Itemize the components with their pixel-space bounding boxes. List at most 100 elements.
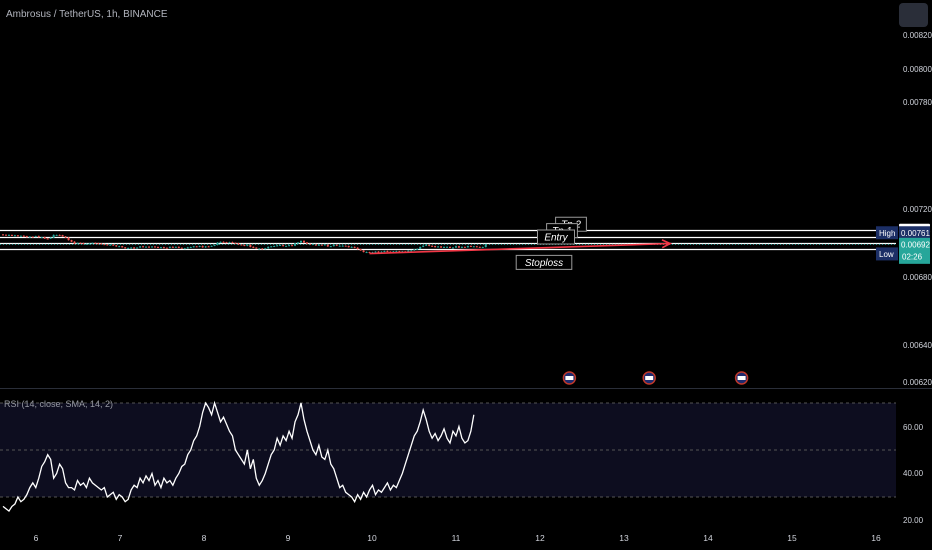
time-tick-label: 8 bbox=[202, 533, 207, 543]
candle bbox=[320, 244, 323, 246]
candle bbox=[153, 246, 156, 248]
candle bbox=[52, 234, 55, 238]
candle bbox=[121, 246, 124, 248]
candle bbox=[437, 246, 440, 248]
candle bbox=[127, 248, 130, 250]
high-tag bbox=[876, 226, 898, 240]
candle bbox=[61, 235, 64, 237]
candle bbox=[285, 245, 288, 247]
candle bbox=[76, 242, 79, 244]
candle bbox=[25, 236, 28, 238]
candle bbox=[291, 245, 294, 247]
rsi-line bbox=[2, 400, 475, 513]
candle bbox=[478, 246, 481, 248]
rsi-indicator-title[interactable]: RSI (14, close, SMA, 14, 2) bbox=[4, 399, 114, 409]
candle bbox=[374, 251, 377, 253]
candle bbox=[341, 245, 344, 247]
event-marker-flag bbox=[645, 376, 654, 380]
low-tag bbox=[876, 247, 898, 261]
time-tick-label: 12 bbox=[535, 533, 545, 543]
candle bbox=[216, 242, 219, 246]
candle bbox=[469, 246, 472, 248]
level-label-entry: Entry bbox=[544, 233, 568, 244]
candle bbox=[222, 241, 225, 243]
candle bbox=[267, 246, 270, 249]
level-label-box[interactable] bbox=[515, 254, 573, 270]
countdown-label: 02:26 bbox=[902, 252, 923, 261]
candle bbox=[457, 246, 460, 248]
candle bbox=[389, 251, 392, 253]
candle bbox=[472, 246, 475, 248]
candle bbox=[100, 243, 103, 245]
candle bbox=[97, 243, 100, 245]
candle bbox=[475, 246, 478, 248]
candle bbox=[159, 247, 162, 249]
candle bbox=[413, 249, 416, 251]
candle bbox=[326, 244, 329, 247]
candle bbox=[145, 246, 148, 248]
event-marker-flag bbox=[565, 376, 574, 380]
candle bbox=[231, 242, 234, 244]
candle bbox=[139, 246, 142, 248]
candle bbox=[130, 247, 133, 249]
candle bbox=[451, 247, 454, 249]
candle bbox=[109, 244, 112, 246]
high-price-box bbox=[899, 226, 930, 240]
candle bbox=[79, 242, 82, 244]
time-tick-label: 14 bbox=[703, 533, 713, 543]
candle bbox=[43, 237, 46, 239]
candle bbox=[219, 241, 222, 243]
candle bbox=[201, 246, 204, 248]
candle bbox=[410, 250, 413, 252]
candle bbox=[156, 247, 159, 249]
candle bbox=[377, 251, 380, 253]
candle bbox=[22, 235, 25, 237]
price-tick-label: 0.00800 bbox=[903, 65, 932, 74]
candle bbox=[58, 234, 61, 236]
level-label-stoploss: Stoploss bbox=[525, 258, 563, 269]
high-price-label: 0.00761 bbox=[901, 229, 930, 238]
candle bbox=[431, 245, 434, 247]
trend-arrow[interactable] bbox=[369, 242, 671, 255]
candle bbox=[460, 246, 463, 248]
candle bbox=[392, 251, 395, 253]
candle bbox=[112, 244, 115, 246]
candle bbox=[383, 251, 386, 253]
rsi-tick-label: 60.00 bbox=[903, 423, 924, 432]
chart-settings-button[interactable] bbox=[899, 3, 928, 27]
low-tag-label: Low bbox=[879, 250, 894, 259]
candle bbox=[67, 237, 70, 241]
candle bbox=[347, 246, 350, 248]
candle bbox=[228, 242, 231, 244]
candle bbox=[258, 248, 261, 250]
candle bbox=[454, 246, 457, 248]
candle bbox=[124, 247, 127, 249]
symbol-title[interactable]: Ambrosus / TetherUS, 1h, BINANCE bbox=[6, 9, 168, 20]
time-tick-label: 10 bbox=[367, 533, 377, 543]
candle bbox=[288, 245, 291, 247]
candle bbox=[407, 250, 410, 252]
candle bbox=[174, 246, 177, 248]
candle bbox=[180, 247, 183, 249]
candle bbox=[237, 243, 240, 245]
candle bbox=[276, 245, 279, 247]
candle bbox=[246, 244, 249, 246]
candle bbox=[148, 246, 151, 248]
candle bbox=[186, 247, 189, 249]
candle bbox=[94, 242, 97, 244]
candle bbox=[305, 242, 308, 244]
time-tick-label: 15 bbox=[787, 533, 797, 543]
candle bbox=[279, 245, 282, 247]
candle bbox=[34, 236, 37, 238]
candle bbox=[243, 245, 246, 247]
candle bbox=[398, 251, 401, 253]
level-label-box[interactable] bbox=[537, 229, 575, 245]
candle bbox=[273, 246, 276, 248]
candle bbox=[264, 248, 267, 250]
candle bbox=[13, 235, 16, 237]
candle bbox=[466, 246, 469, 248]
candle bbox=[19, 235, 22, 237]
candle bbox=[484, 244, 487, 248]
time-tick-label: 6 bbox=[34, 533, 39, 543]
